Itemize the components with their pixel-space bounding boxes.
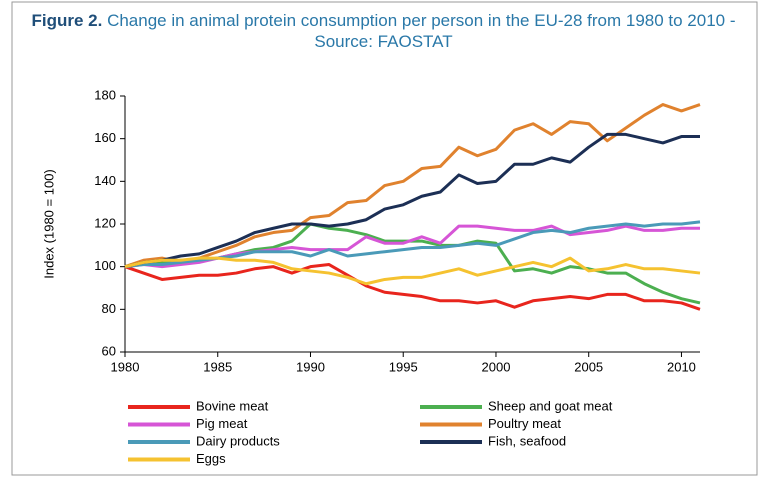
chart-title: Figure 2. Change in animal protein consu… bbox=[20, 10, 747, 52]
series-line bbox=[124, 263, 701, 311]
legend-label: Poultry meat bbox=[488, 416, 561, 431]
legend-label: Sheep and goat meat bbox=[488, 398, 613, 413]
series-line bbox=[124, 256, 701, 286]
title-prefix: Figure 2. bbox=[31, 11, 103, 30]
series-line bbox=[124, 224, 700, 269]
y-tick-label: 140 bbox=[94, 173, 116, 188]
legend-label: Eggs bbox=[196, 451, 226, 466]
y-tick-label: 160 bbox=[94, 130, 116, 145]
x-tick-label: 1990 bbox=[296, 359, 325, 374]
legend-label: Dairy products bbox=[196, 433, 280, 448]
title-text: Change in animal protein consumption per… bbox=[107, 11, 736, 51]
series-line bbox=[124, 132, 700, 269]
y-tick-label: 120 bbox=[94, 215, 116, 230]
y-tick-label: 60 bbox=[102, 343, 116, 358]
x-tick-label: 1985 bbox=[203, 359, 232, 374]
y-tick-label: 100 bbox=[94, 258, 116, 273]
y-tick-label: 180 bbox=[94, 87, 116, 102]
x-tick-label: 2010 bbox=[667, 359, 696, 374]
series-line bbox=[124, 222, 701, 305]
y-tick-label: 80 bbox=[102, 301, 116, 316]
legend-label: Bovine meat bbox=[196, 398, 269, 413]
frame bbox=[11, 1, 758, 476]
x-tick-label: 1980 bbox=[111, 359, 140, 374]
x-tick-label: 2005 bbox=[574, 359, 603, 374]
legend-label: Pig meat bbox=[196, 416, 248, 431]
x-tick-label: 2000 bbox=[482, 359, 511, 374]
legend-label: Fish, seafood bbox=[488, 433, 566, 448]
x-tick-label: 1995 bbox=[389, 359, 418, 374]
y-axis-label: Index (1980 = 100) bbox=[41, 169, 56, 279]
